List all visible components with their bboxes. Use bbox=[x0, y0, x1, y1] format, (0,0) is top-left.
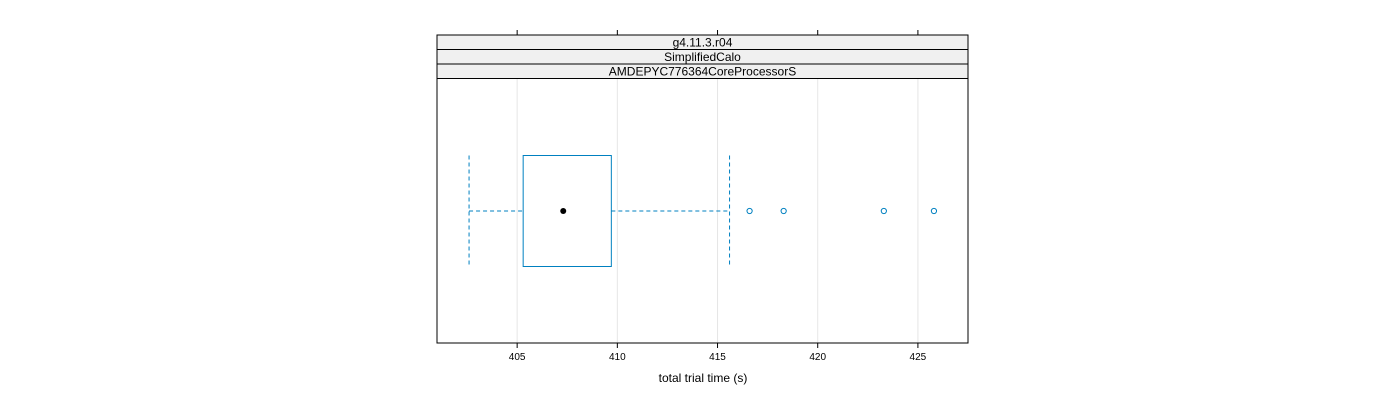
outlier-point bbox=[880, 207, 887, 215]
x-tick-label: 425 bbox=[910, 352, 927, 363]
iqr-box bbox=[522, 155, 612, 267]
outlier-point bbox=[930, 207, 938, 215]
panel-frame bbox=[436, 34, 969, 344]
strip-labels: g4.11.3.r04SimplifiedCaloAMDEPYC776364Co… bbox=[436, 34, 969, 79]
outlier-point bbox=[780, 207, 787, 215]
x-tick-label: 420 bbox=[809, 352, 826, 363]
x-tick-label: 405 bbox=[509, 352, 526, 363]
strip-label: g4.11.3.r04 bbox=[673, 36, 733, 50]
strip-label: AMDEPYC776364CoreProcessorS bbox=[609, 65, 796, 79]
median-dot bbox=[560, 208, 567, 214]
x-axis-title: total trial time (s) bbox=[659, 371, 748, 385]
strip-label: SimplifiedCalo bbox=[664, 50, 741, 64]
outlier-point bbox=[746, 207, 753, 215]
x-axis: 405 410 415 420 425 bbox=[509, 30, 927, 363]
x-tick-label: 410 bbox=[609, 352, 626, 363]
x-tick-label: 415 bbox=[709, 352, 726, 363]
box-and-whiskers bbox=[468, 155, 938, 267]
